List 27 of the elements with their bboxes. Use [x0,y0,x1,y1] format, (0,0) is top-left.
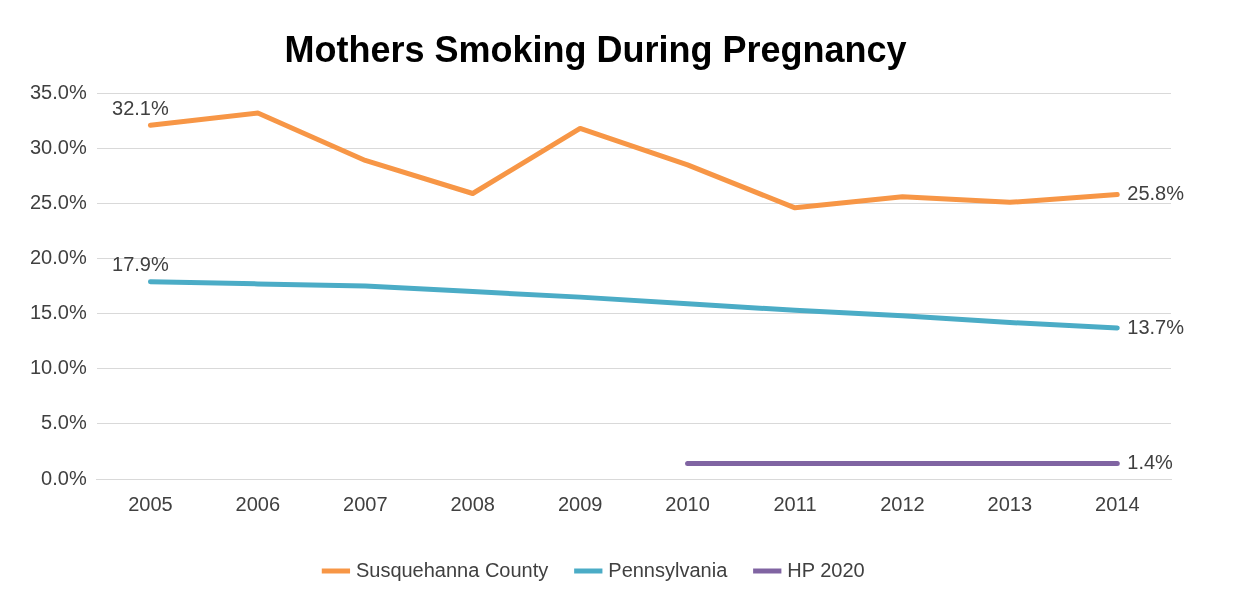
y-tick-label: 25.0% [29,190,87,213]
x-tick-label: 2006 [235,492,281,515]
y-tick-label: 20.0% [29,246,87,269]
y-tick-label: 35.0% [29,80,87,103]
x-tick-label: 2010 [665,492,710,515]
x-tick-label: 2005 [128,492,173,515]
x-tick-label: 2012 [880,492,925,515]
legend-label: HP 2020 [787,558,865,581]
y-tick-label: 5.0% [41,411,87,434]
data-label: 13.7% [1127,315,1185,338]
x-tick-label: 2014 [1095,492,1140,515]
x-tick-label: 2011 [773,492,817,515]
y-tick-label: 30.0% [29,135,87,158]
legend-label: Susquehanna County [355,558,549,581]
data-label: 25.8% [1127,182,1185,205]
x-tick-label: 2013 [987,492,1033,515]
x-tick-label: 2008 [450,492,495,515]
x-tick-label: 2007 [343,492,388,515]
chart-title: Mothers Smoking During Pregnancy [284,28,907,70]
x-tick-label: 2009 [557,492,603,515]
data-label: 32.1% [112,96,169,119]
data-label: 17.9% [112,253,169,276]
y-tick-label: 10.0% [29,356,87,379]
y-tick-label: 0.0% [41,466,87,489]
y-tick-label: 15.0% [29,301,87,324]
data-label: 1.4% [1127,451,1174,474]
legend-label: Pennsylvania [608,558,729,581]
